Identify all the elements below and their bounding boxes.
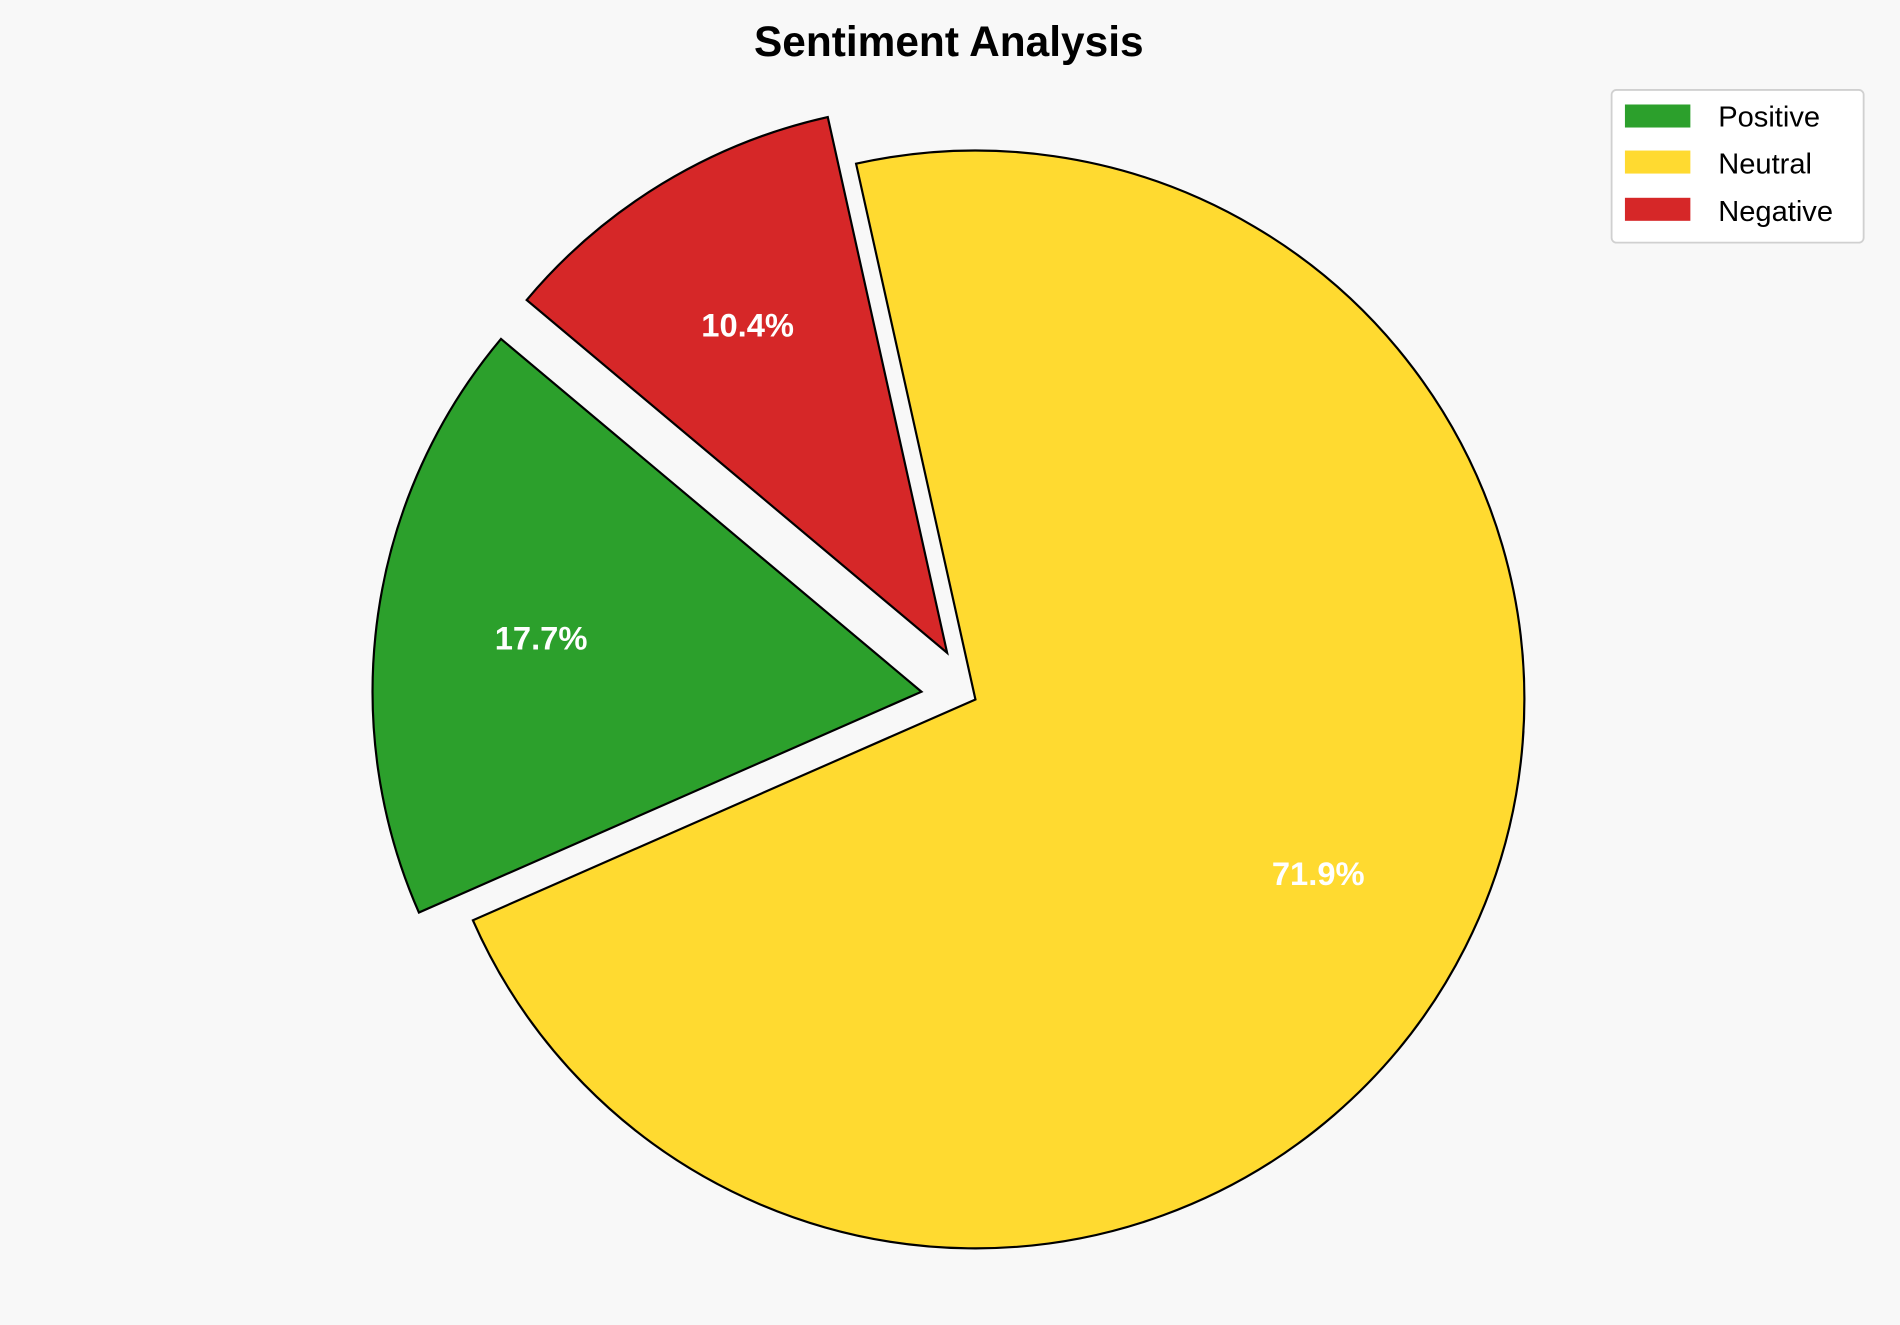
legend-swatch-neutral	[1624, 150, 1691, 174]
legend-swatch-positive	[1624, 104, 1691, 128]
legend-label-positive: Positive	[1718, 101, 1820, 133]
chart-title: Sentiment Analysis	[754, 18, 1144, 65]
wedge-positive	[371, 337, 924, 914]
legend: Positive Neutral Negative	[1610, 89, 1865, 244]
legend-label-negative: Negative	[1718, 196, 1833, 228]
pct-labels: 17.7% 71.9% 10.4%	[495, 307, 1365, 893]
wedge-negative	[525, 115, 949, 656]
wedges	[371, 115, 1526, 1250]
legend-label-neutral: Neutral	[1718, 149, 1812, 181]
pct-label-negative: 10.4%	[701, 307, 794, 344]
wedge-neutral	[471, 149, 1526, 1250]
legend-swatch-negative	[1624, 197, 1691, 221]
pct-label-neutral: 71.9%	[1272, 855, 1365, 892]
pct-label-positive: 17.7%	[495, 619, 588, 656]
